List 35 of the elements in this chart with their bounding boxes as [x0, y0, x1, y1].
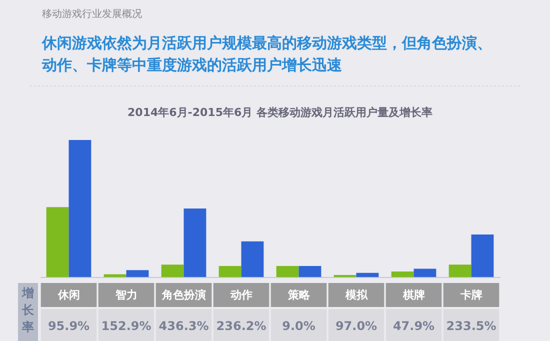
bar [184, 208, 206, 277]
text: 236.2% [216, 319, 266, 333]
x-tick-label: 棋牌 [402, 288, 425, 302]
x-tick-label: 模拟 [344, 288, 368, 302]
x-tick-label: 策略 [286, 288, 311, 302]
bar [161, 264, 184, 277]
bar [298, 266, 322, 277]
x-tick-label: 角色扮演 [160, 288, 206, 302]
text: 95.9% [48, 319, 90, 333]
chart-title: 休闲游戏依然为月活跃用户规模最高的移动游戏类型，但角色扮演、动作、卡牌等中重度游戏的活跃用户增长迅速 [41, 34, 492, 74]
x-tick-label: 休闲 [56, 288, 80, 302]
bar [104, 274, 126, 277]
text: 233.5% [446, 319, 496, 333]
text: 9.0% [282, 319, 316, 333]
x-tick-label: 动作 [229, 288, 252, 302]
text: 436.3% [158, 319, 209, 333]
bar [68, 140, 92, 277]
bar [46, 207, 69, 277]
text: 47.9% [392, 319, 435, 333]
bar [218, 266, 242, 277]
bar [276, 266, 299, 277]
bar [471, 234, 494, 277]
text: 97.0% [335, 319, 378, 333]
x-tick-label: 卡牌 [459, 288, 482, 302]
bar [356, 272, 379, 277]
x-tick-label: 智力 [114, 288, 138, 302]
bar [414, 268, 436, 277]
text: 移动游戏行业发展概况 [42, 8, 142, 20]
bar [126, 270, 149, 277]
text: 152.9% [101, 319, 152, 333]
text: 增长率 [21, 286, 35, 334]
bar [448, 264, 472, 277]
chart-subtitle: 2014年6月-2015年6月 各类移动游戏月活跃用户量及增长率 [128, 106, 432, 119]
bar [241, 241, 264, 277]
bar [391, 272, 414, 277]
